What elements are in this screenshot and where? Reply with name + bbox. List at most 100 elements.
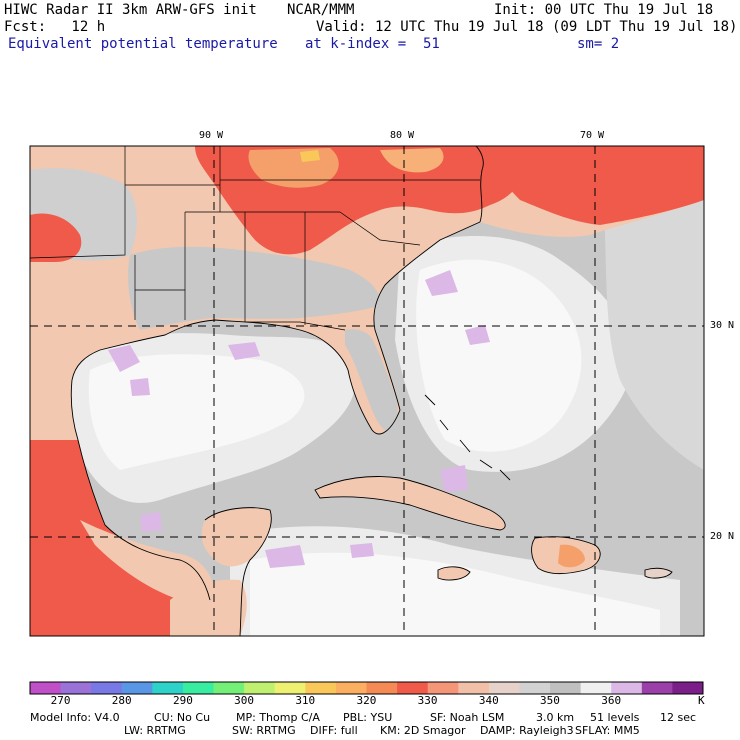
gulf-coast-line xyxy=(71,221,481,435)
colorbar-swatch xyxy=(244,682,276,694)
east-coast-line xyxy=(475,146,484,223)
warm-region-east xyxy=(480,146,704,225)
yellow-spot xyxy=(300,150,320,162)
plot-title: HIWC Radar II 3km ARW-GFS init xyxy=(4,2,257,18)
colorbar-swatch xyxy=(550,682,582,694)
cuba-coast-line xyxy=(314,476,506,531)
colorbar-level-label: 310 xyxy=(295,694,316,707)
colorbar-level-label: 350 xyxy=(540,694,560,707)
plot-center: NCAR/MMM xyxy=(287,2,355,18)
us-grey-interior xyxy=(128,246,382,330)
field-name: Equivalent potential temperature xyxy=(8,36,278,52)
graticule xyxy=(30,146,704,636)
east-grey-field xyxy=(600,146,704,470)
atlantic-white-field xyxy=(416,259,582,452)
colorbar-level-label: 280 xyxy=(111,694,132,707)
colorbar-swatch xyxy=(397,682,429,694)
hispaniola-warm xyxy=(558,544,585,568)
yucatan-coast-line xyxy=(204,507,272,636)
lilac-patch xyxy=(228,342,260,360)
level-index: at k-index = 51 xyxy=(305,36,440,52)
colorbar-level-label: 360 xyxy=(601,694,622,707)
footer-item: SFLAY: MM5 xyxy=(575,724,640,737)
colorbar-swatch xyxy=(213,682,245,694)
state-line xyxy=(339,211,421,246)
colorbar-swatch xyxy=(580,682,612,694)
warm-region-sw xyxy=(30,213,82,262)
init-time: Init: 00 UTC Thu 19 Jul 18 xyxy=(494,2,714,18)
footer-item: CU: No Cu xyxy=(154,711,211,724)
colorbar-swatch xyxy=(488,682,520,694)
yucatan-land xyxy=(201,507,272,567)
colorbar-swatch xyxy=(121,682,153,694)
footer-item: PBL: YSU xyxy=(343,711,393,724)
lilac-patch xyxy=(140,512,162,532)
puerto-rico-land xyxy=(645,568,672,579)
colorbar-swatch xyxy=(366,682,398,694)
state-line xyxy=(244,212,306,325)
footer-item: Model Info: V4.0 xyxy=(30,711,120,724)
footer-item: 51 levels xyxy=(590,711,640,724)
map-frame xyxy=(29,145,705,637)
valid-time: Valid: 12 UTC Thu 19 Jul 18 (09 LDT Thu … xyxy=(316,19,738,35)
florida-land xyxy=(345,329,398,432)
mexico-coast-line xyxy=(70,379,211,601)
footer-item: 12 sec xyxy=(660,711,697,724)
puerto-rico-coast-line xyxy=(644,567,673,579)
hispaniola-coast-line xyxy=(531,536,601,574)
state-line xyxy=(30,146,126,259)
lilac-patch xyxy=(108,345,140,372)
smoothing: sm= 2 xyxy=(577,36,620,52)
colorbar-unit: K xyxy=(698,694,705,707)
colorbar-level-label: 300 xyxy=(234,694,254,707)
state-line xyxy=(184,211,340,290)
central-america-land xyxy=(170,579,247,636)
jamaica-land xyxy=(438,566,470,580)
footer-item: LW: RRTMG xyxy=(124,724,186,737)
colorbar-swatch xyxy=(30,682,62,694)
colorbar-swatch xyxy=(672,682,704,694)
footer-item: MP: Thomp C/A xyxy=(236,711,320,724)
caribbean-white-field xyxy=(250,552,660,636)
state-line xyxy=(245,321,346,331)
lilac-patch xyxy=(465,325,490,345)
cuba-land xyxy=(315,476,506,530)
bahamas-line xyxy=(424,394,511,481)
colorbar-swatch xyxy=(60,682,92,694)
colorbar-frame xyxy=(29,681,704,695)
lat-label-30n: 30 N xyxy=(710,320,735,331)
colorbar-swatch xyxy=(152,682,184,694)
colorbar-swatch xyxy=(335,682,367,694)
colorbar-level-label: 290 xyxy=(172,694,193,707)
colorbar-swatch xyxy=(641,682,673,694)
colorbar-swatch xyxy=(182,682,215,694)
mexico-mild xyxy=(80,520,215,600)
jamaica-coast-line xyxy=(437,566,471,581)
colorbar-swatch xyxy=(611,682,643,694)
lilac-patch xyxy=(130,378,150,396)
colorbar-level-label: 340 xyxy=(478,694,499,707)
colorbar-swatch xyxy=(91,682,123,694)
footer-item: SW: RRTMG xyxy=(232,724,296,737)
colorbar-swatch xyxy=(274,682,306,694)
colorbar-swatch xyxy=(305,682,337,694)
colorbar-swatch xyxy=(519,682,551,694)
colorbar-swatch xyxy=(458,682,490,694)
colorbar-level-label: 270 xyxy=(50,694,71,707)
footer-item: DIFF: full xyxy=(310,724,358,737)
lilac-patch xyxy=(440,465,468,492)
lilac-patch xyxy=(265,545,305,568)
forecast-hour: Fcst: 12 h xyxy=(4,19,106,35)
lon-label-90w: 90 W xyxy=(199,130,224,141)
coastlines xyxy=(70,146,673,636)
state-borders xyxy=(30,146,480,331)
footer-item: SF: Noah LSM xyxy=(430,711,505,724)
footer-item: DAMP: Rayleigh3 xyxy=(480,724,574,737)
lon-label-70w: 70 W xyxy=(580,130,605,141)
lilac-patch xyxy=(350,543,374,558)
footer-item: 3.0 km xyxy=(536,711,575,724)
colorbar xyxy=(29,681,704,695)
hot-core-ne xyxy=(380,148,444,173)
footer-item: KM: 2D Smagor xyxy=(380,724,466,737)
